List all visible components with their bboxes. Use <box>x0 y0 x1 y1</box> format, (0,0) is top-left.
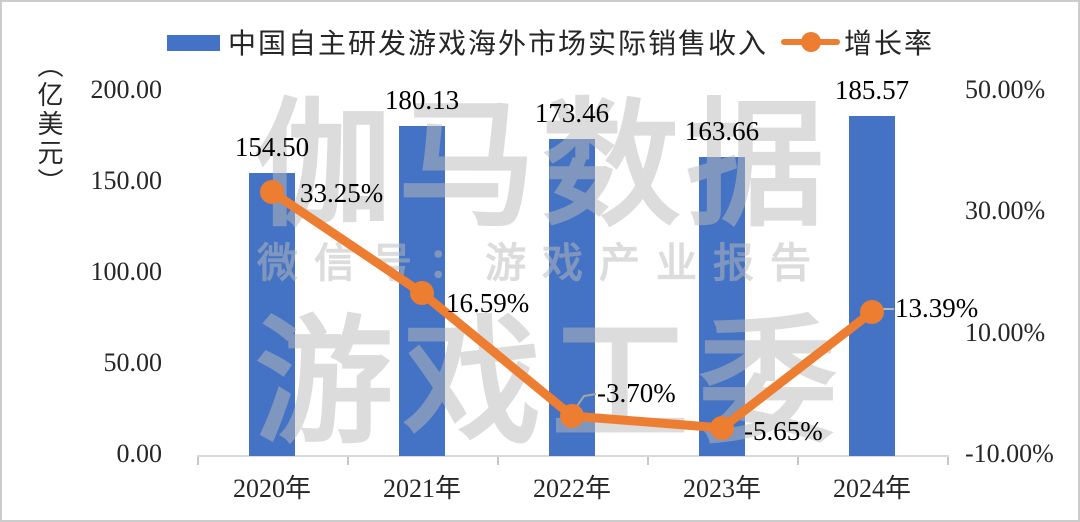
revenue-value-label: 154.50 <box>234 132 310 163</box>
growth-rate-value-label: -3.70% <box>597 378 676 408</box>
x-axis-category-label: 2024年 <box>832 474 911 503</box>
legend-line-dot-icon <box>801 32 821 52</box>
secondary-y-axis-tick-label: 50.00% <box>965 75 1046 104</box>
x-axis-tick-mark <box>497 457 499 465</box>
revenue-value-label: 185.57 <box>834 75 910 106</box>
y-axis-unit-label: （亿美元） <box>34 52 63 197</box>
revenue-bar <box>849 116 895 456</box>
y-axis-tick-label: 0.00 <box>116 439 163 468</box>
x-axis-category-label: 2020年 <box>232 474 311 503</box>
legend-label-growth-rate: 增长率 <box>844 28 935 59</box>
growth-rate-value-label: 16.59% <box>446 288 530 318</box>
x-axis-category-label: 2021年 <box>382 474 461 503</box>
revenue-value-label: 173.46 <box>534 97 610 128</box>
secondary-y-axis-tick-label: 10.00% <box>965 317 1046 347</box>
secondary-y-axis-tick-label: -10.00% <box>965 439 1054 468</box>
x-axis-tick-mark <box>347 457 349 465</box>
legend-bar-swatch <box>167 35 220 51</box>
x-axis-tick-mark <box>947 457 949 465</box>
x-axis-tick-mark <box>647 457 649 465</box>
growth-rate-value-label: -5.65% <box>744 416 823 446</box>
growth-rate-value-label: 33.25% <box>300 178 384 208</box>
revenue-value-label: 180.13 <box>384 85 460 116</box>
y-axis-tick-label: 50.00 <box>103 348 163 377</box>
x-axis-line <box>197 455 949 457</box>
watermark-wechat: 微信号：游戏产业报告 <box>257 240 827 286</box>
revenue-value-label: 163.66 <box>684 115 760 146</box>
x-axis-category-label: 2023年 <box>682 474 761 503</box>
x-axis-category-label: 2022年 <box>532 474 611 503</box>
y-axis-tick-label: 100.00 <box>90 257 163 286</box>
x-axis-tick-mark <box>197 457 199 465</box>
y-axis-tick-label: 150.00 <box>90 166 163 195</box>
growth-rate-value-label: 13.39% <box>895 293 979 323</box>
legend-label-revenue: 中国自主研发游戏海外市场实际销售收入 <box>228 28 769 59</box>
secondary-y-axis-tick-label: 30.00% <box>965 196 1046 226</box>
x-axis-tick-mark <box>797 457 799 465</box>
y-axis-tick-label: 200.00 <box>90 75 163 104</box>
